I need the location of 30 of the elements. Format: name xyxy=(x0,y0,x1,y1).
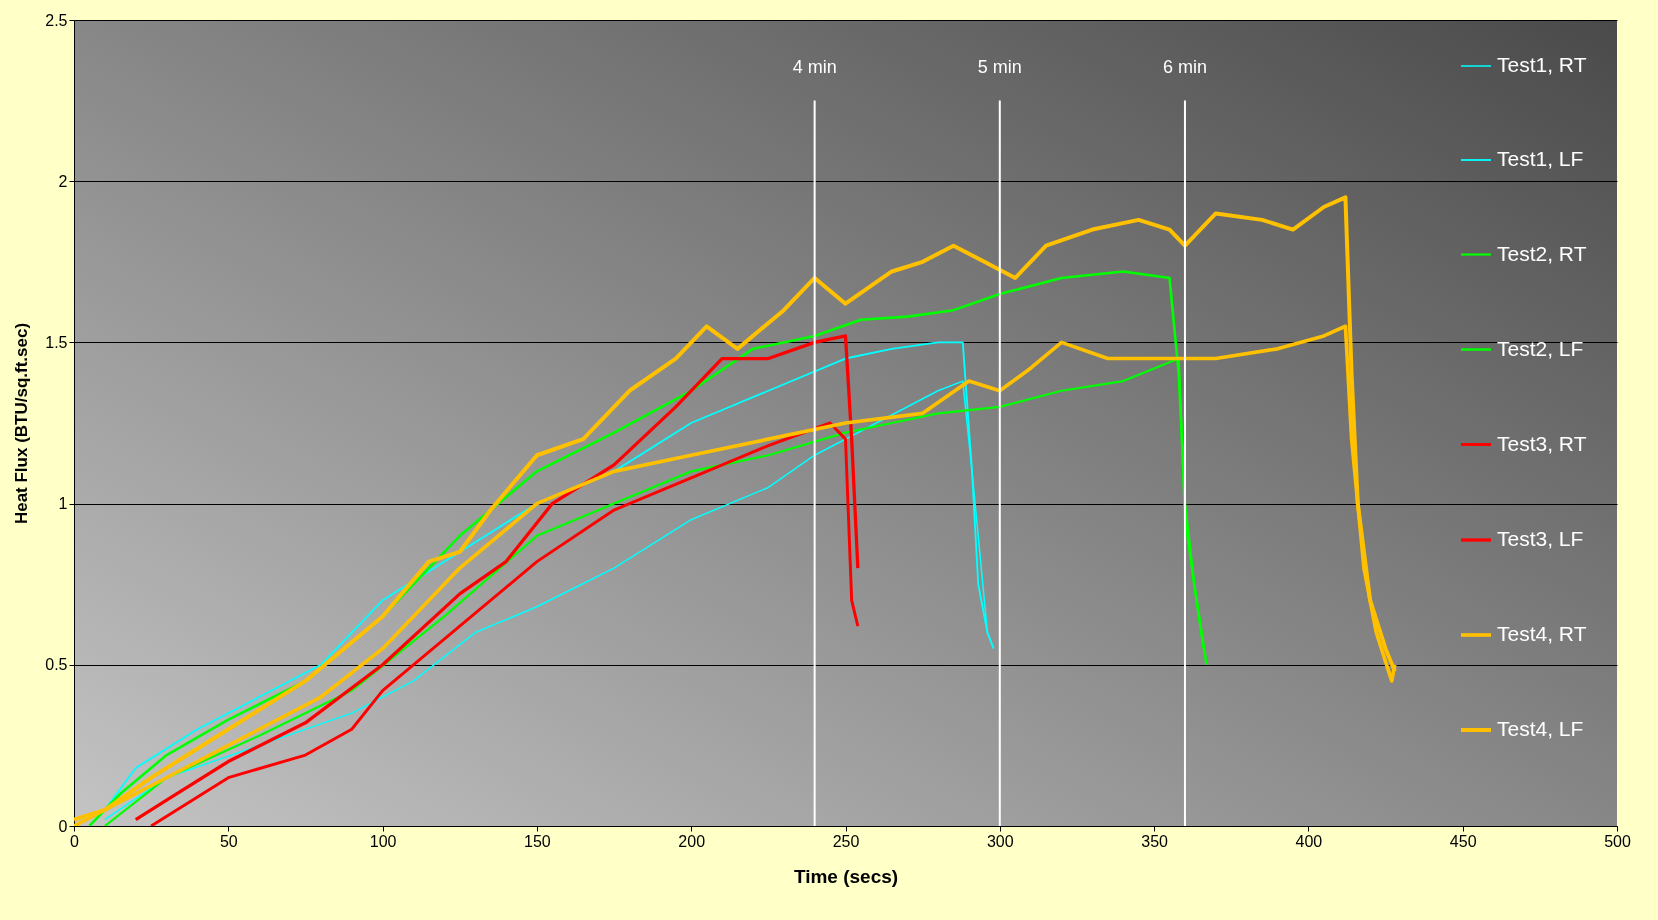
legend-label: Test3, LF xyxy=(1497,527,1584,550)
x-tick-label: 250 xyxy=(832,832,860,850)
y-tick-label: 1.5 xyxy=(45,333,68,351)
x-tick-label: 50 xyxy=(219,832,238,850)
x-tick-label: 100 xyxy=(369,832,397,850)
x-tick-label: 0 xyxy=(70,832,80,850)
y-axis-title: Heat Flux (BTU/sq.ft.sec) xyxy=(12,322,32,525)
ref-line-label: 6 min xyxy=(1162,57,1207,78)
x-tick-label: 400 xyxy=(1295,832,1323,850)
x-tick-label: 450 xyxy=(1449,832,1477,850)
legend-label: Test4, LF xyxy=(1497,717,1584,740)
y-tick-label: 0 xyxy=(58,817,68,835)
legend-label: Test2, RT xyxy=(1497,241,1587,265)
legend-label: Test4, RT xyxy=(1497,622,1587,645)
ref-line-label: 5 min xyxy=(977,57,1022,78)
y-tick-label: 2.5 xyxy=(45,11,68,29)
y-tick-label: 1 xyxy=(58,495,68,513)
y-tick-label: 0.5 xyxy=(45,656,68,674)
legend-label: Test1, LF xyxy=(1497,147,1584,170)
x-tick-label: 500 xyxy=(1604,832,1631,850)
x-tick-label: 300 xyxy=(986,832,1014,850)
x-tick-label: 200 xyxy=(678,832,706,850)
ref-line-label: 4 min xyxy=(792,57,837,78)
legend-label: Test2, LF xyxy=(1497,336,1584,360)
x-axis-title: Time (secs) xyxy=(793,865,899,887)
y-tick-label: 2 xyxy=(58,172,68,190)
legend-label: Test3, RT xyxy=(1497,431,1587,455)
legend-label: Test1, RT xyxy=(1497,53,1587,76)
x-tick-label: 350 xyxy=(1141,832,1169,850)
x-tick-label: 150 xyxy=(524,832,551,850)
